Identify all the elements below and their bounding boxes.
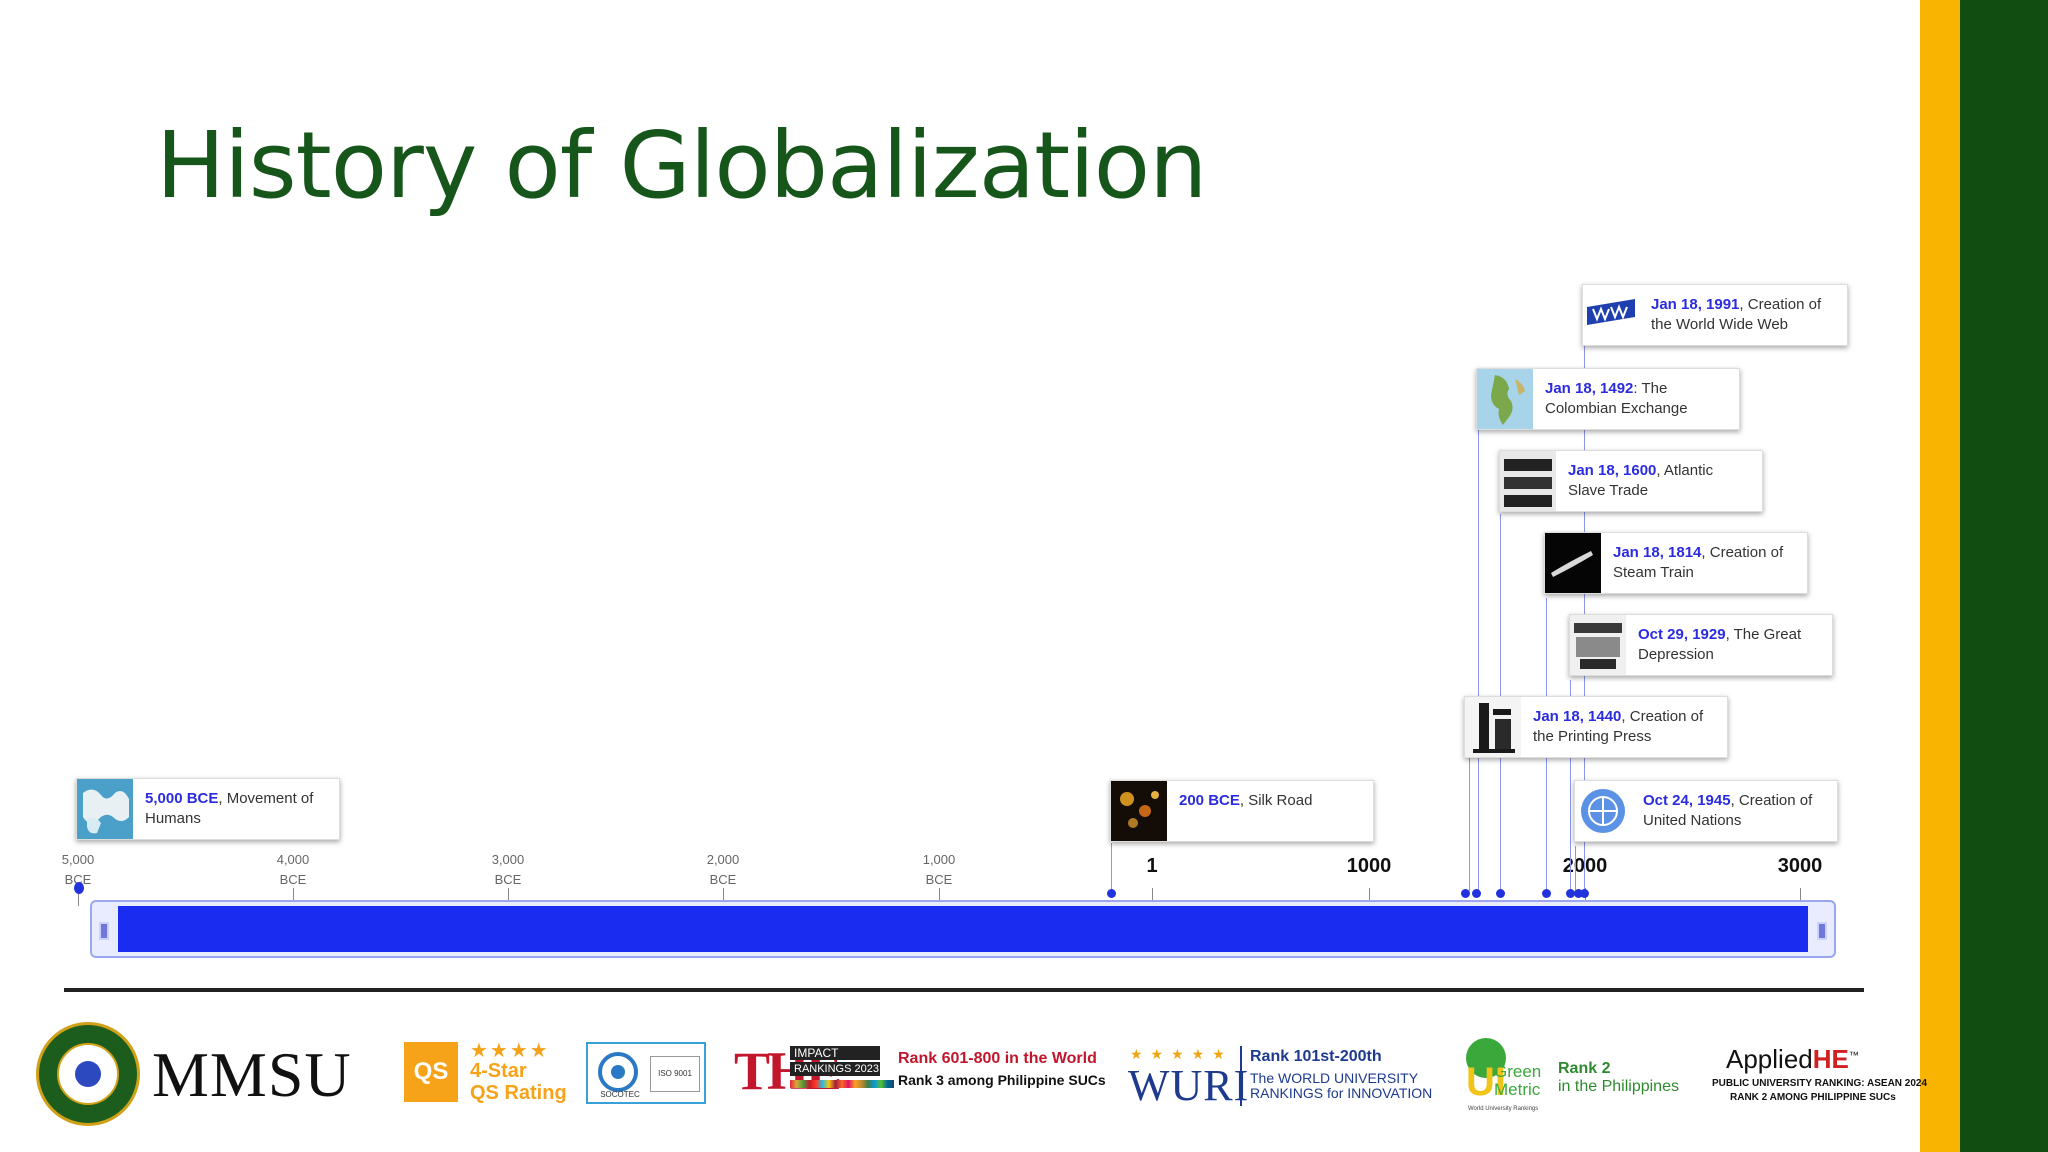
event-stem-united-nations <box>1575 846 1576 891</box>
event-text: Jan 18, 1991, Creation of the World Wide… <box>1651 296 1822 333</box>
greenmetric-rank: Rank 2 <box>1558 1060 1611 1077</box>
timeline-range-bar[interactable] <box>90 900 1836 958</box>
event-stem-colombian-exchange <box>1478 430 1479 891</box>
event-stem-printing-press <box>1469 716 1470 891</box>
tick-label-2000-bce: 2,000 BCE <box>706 852 740 887</box>
tick-label-4000-bce: 4,000 BCE <box>276 852 310 887</box>
the-rank-world: Rank 601-800 in the World <box>898 1050 1097 1067</box>
event-card-slave-trade[interactable]: Jan 18, 1600, Atlantic Slave Trade <box>1499 450 1763 512</box>
event-marker-pin[interactable] <box>74 882 84 894</box>
event-card-movement-of-humans[interactable]: 5,000 BCE, Movement of Humans <box>76 778 340 840</box>
wuri-rank: Rank 101st-200th <box>1250 1048 1382 1065</box>
accreditation-footer: MMSU QS ★★★★ 4-Star QS Rating SOCOTEC IS… <box>0 1010 1927 1152</box>
yellow-side-stripe <box>1920 0 1960 1152</box>
tick-label-1: 1 <box>1146 855 1158 877</box>
event-text: 5,000 BCE, Movement of Humans <box>145 790 314 827</box>
slide-title: History of Globalization <box>156 112 1207 219</box>
greenmetric-word1: Green <box>1494 1062 1542 1081</box>
event-dot[interactable] <box>1542 889 1551 898</box>
event-text: Jan 18, 1600, Atlantic Slave Trade <box>1568 462 1714 499</box>
world-map-photo-icon <box>77 779 133 839</box>
range-handle-right[interactable] <box>1817 922 1827 940</box>
tick-label-5000-bce: 5,000 BCE <box>61 852 95 887</box>
globalization-timeline: 5,000 BCE 4,000 BCE 3,000 BCE 2,000 BCE 1,00… <box>61 284 1848 958</box>
great-depression-photo-icon <box>1570 615 1626 675</box>
event-dot[interactable] <box>1496 889 1505 898</box>
event-card-united-nations[interactable]: Oct 24, 1945, Creation of United Nations <box>1574 780 1838 842</box>
event-dot[interactable] <box>1566 889 1575 898</box>
wuri-stars-icon: ★★★★★ <box>1130 1046 1233 1062</box>
greenmetric-place: in the Philippines <box>1558 1078 1679 1095</box>
qs-logo-icon: QS <box>404 1042 458 1102</box>
event-stem-great-depression <box>1570 680 1571 891</box>
event-card-steam-train[interactable]: Jan 18, 1814, Creation of Steam Train <box>1544 532 1808 594</box>
timeline-range-fill[interactable] <box>118 906 1808 952</box>
silk-road-photo-icon <box>1111 781 1167 841</box>
event-dot[interactable] <box>1461 889 1470 898</box>
printing-press-photo-icon <box>1465 697 1521 757</box>
tick-line <box>723 888 724 906</box>
www-logo-icon <box>1583 285 1639 345</box>
socotec-logo-icon <box>598 1052 638 1092</box>
tick-line <box>1800 888 1801 906</box>
wuri-logo-icon: WURI <box>1128 1061 1250 1110</box>
qs-rating-line2: QS Rating <box>470 1082 567 1104</box>
wuri-line1: The WORLD UNIVERSITY <box>1250 1070 1419 1086</box>
tick-label-1000: 1000 <box>1346 855 1392 877</box>
qs-rating-line1: 4-Star <box>470 1060 527 1082</box>
steam-train-photo-icon <box>1545 533 1601 593</box>
tick-line <box>78 888 79 906</box>
footer-divider <box>64 988 1864 992</box>
event-card-colombian-exchange[interactable]: Jan 18, 1492: The Colombian Exchange <box>1476 368 1740 430</box>
event-dot[interactable] <box>1107 889 1116 898</box>
appliedhe-logo-icon: AppliedHE™ <box>1726 1044 1859 1074</box>
greenmetric-subtitle: World University Rankings <box>1468 1106 1539 1112</box>
tick-line <box>1152 888 1153 906</box>
tick-label-3000: 3000 <box>1777 855 1823 877</box>
un-logo-icon <box>1575 781 1631 841</box>
iso-badge: ISO 9001 <box>650 1056 700 1092</box>
sdg-color-strip <box>790 1080 894 1088</box>
event-card-world-wide-web[interactable]: Jan 18, 1991, Creation of the World Wide… <box>1582 284 1848 346</box>
event-dot[interactable] <box>1574 889 1583 898</box>
event-card-printing-press[interactable]: Jan 18, 1440, Creation of the Printing P… <box>1464 696 1728 758</box>
appliedhe-ranking-line2: RANK 2 AMONG PHILIPPINE SUCs <box>1730 1092 1896 1103</box>
wuri-line2: RANKINGS for INNOVATION <box>1250 1085 1433 1101</box>
appliedhe-ranking-line1: PUBLIC UNIVERSITY RANKING: ASEAN 2024 <box>1712 1078 1928 1089</box>
tick-line <box>939 888 940 906</box>
slave-trade-photo-icon <box>1500 451 1556 511</box>
tick-label-3000-bce: 3,000 BCE <box>491 852 525 887</box>
tick-line <box>293 888 294 906</box>
mmsu-wordmark: MMSU <box>152 1039 352 1110</box>
event-text: Jan 18, 1814, Creation of Steam Train <box>1613 544 1784 581</box>
event-dot[interactable] <box>1472 889 1481 898</box>
tick-label-2000: 2000 <box>1562 855 1608 877</box>
event-text: Jan 18, 1492: The Colombian Exchange <box>1545 380 1688 417</box>
event-text: Oct 24, 1945, Creation of United Nations <box>1643 792 1813 829</box>
event-text: Jan 18, 1440, Creation of the Printing P… <box>1533 708 1704 745</box>
mmsu-seal-icon <box>36 1022 140 1126</box>
event-card-great-depression[interactable]: Oct 29, 1929, The Great Depression <box>1569 614 1833 676</box>
event-text: 200 BCE, Silk Road <box>1179 792 1313 809</box>
event-stem-silk-road <box>1111 843 1112 891</box>
the-impact-label: IMPACT <box>790 1046 880 1060</box>
tick-line <box>1369 888 1370 906</box>
qs-stars-icon: ★★★★ <box>470 1040 550 1062</box>
americas-map-photo-icon <box>1477 369 1533 429</box>
event-text: Oct 29, 1929, The Great Depression <box>1638 626 1802 663</box>
greenmetric-word2: Metric <box>1494 1080 1541 1099</box>
socotec-badge: SOCOTEC ISO 9001 <box>586 1042 706 1104</box>
green-side-stripe <box>1960 0 2048 1152</box>
wuri-divider <box>1240 1046 1242 1106</box>
event-card-silk-road[interactable]: 200 BCE, Silk Road <box>1110 780 1374 842</box>
the-rankings-year: RANKINGS 2023 <box>790 1062 880 1076</box>
greenmetric-globe-icon <box>1466 1038 1506 1078</box>
greenmetric-logo-icon: UI <box>1466 1060 1506 1104</box>
event-dot[interactable] <box>1580 889 1589 898</box>
tick-label-1000-bce: 1,000 BCE <box>922 852 956 887</box>
the-rank-philippines: Rank 3 among Philippine SUCs <box>898 1072 1106 1088</box>
tick-line <box>508 888 509 906</box>
range-handle-left[interactable] <box>99 922 109 940</box>
